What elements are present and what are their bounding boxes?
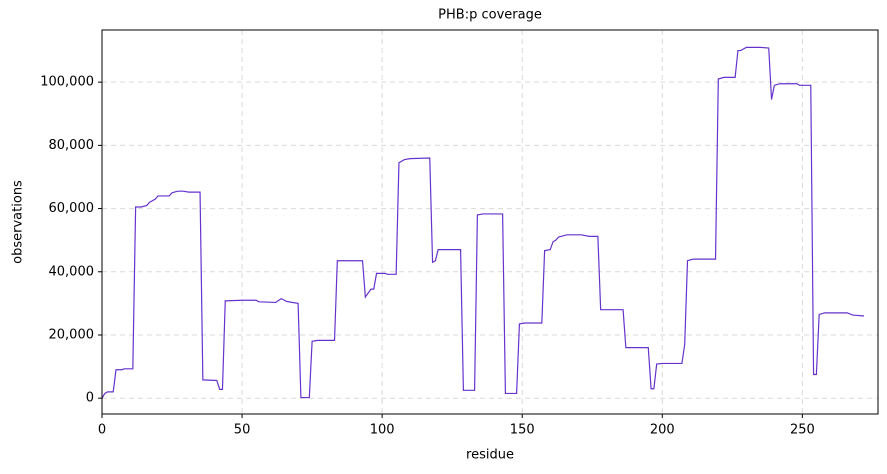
chart-title: PHB:p coverage bbox=[438, 8, 542, 23]
x-tick-label: 100 bbox=[370, 423, 395, 438]
x-tick-label: 0 bbox=[98, 423, 106, 438]
x-tick-label: 250 bbox=[790, 423, 815, 438]
x-tick-label: 200 bbox=[650, 423, 675, 438]
y-tick-label: 80,000 bbox=[49, 138, 95, 153]
y-axis-label: observations bbox=[11, 180, 26, 264]
y-tick-label: 60,000 bbox=[49, 201, 95, 216]
x-tick-label: 50 bbox=[234, 423, 251, 438]
plot-frame bbox=[101, 29, 879, 415]
y-tick-label: 0 bbox=[86, 391, 94, 406]
y-tick-label: 40,000 bbox=[49, 264, 95, 279]
x-axis-label: residue bbox=[466, 448, 514, 463]
x-tick-label: 150 bbox=[510, 423, 535, 438]
y-tick-label: 20,000 bbox=[49, 327, 95, 342]
y-tick-label: 100,000 bbox=[40, 75, 94, 90]
data-line bbox=[101, 46, 865, 399]
